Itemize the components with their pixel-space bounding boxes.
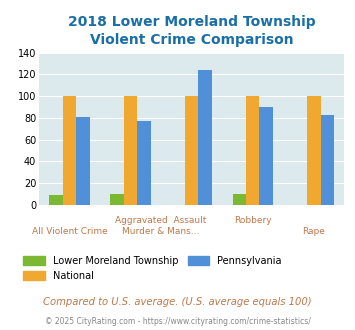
Legend: Lower Moreland Township, National, Pennsylvania: Lower Moreland Township, National, Penns… xyxy=(20,252,285,284)
Text: Rape: Rape xyxy=(302,227,325,236)
Text: Aggravated  Assault: Aggravated Assault xyxy=(115,216,207,225)
Bar xyxy=(110,194,124,205)
Text: All Violent Crime: All Violent Crime xyxy=(32,227,108,236)
Bar xyxy=(260,107,273,205)
Text: Robbery: Robbery xyxy=(234,216,272,225)
Title: 2018 Lower Moreland Township
Violent Crime Comparison: 2018 Lower Moreland Township Violent Cri… xyxy=(68,15,316,48)
Text: Compared to U.S. average. (U.S. average equals 100): Compared to U.S. average. (U.S. average … xyxy=(43,297,312,307)
Bar xyxy=(198,70,212,205)
Text: © 2025 CityRating.com - https://www.cityrating.com/crime-statistics/: © 2025 CityRating.com - https://www.city… xyxy=(45,317,310,326)
Bar xyxy=(185,96,198,205)
Bar xyxy=(246,96,260,205)
Bar xyxy=(307,96,321,205)
Bar xyxy=(49,195,63,205)
Bar xyxy=(321,115,334,205)
Bar xyxy=(124,96,137,205)
Bar xyxy=(63,96,76,205)
Text: Murder & Mans...: Murder & Mans... xyxy=(122,227,200,236)
Bar xyxy=(76,117,90,205)
Bar xyxy=(233,194,246,205)
Bar xyxy=(137,121,151,205)
